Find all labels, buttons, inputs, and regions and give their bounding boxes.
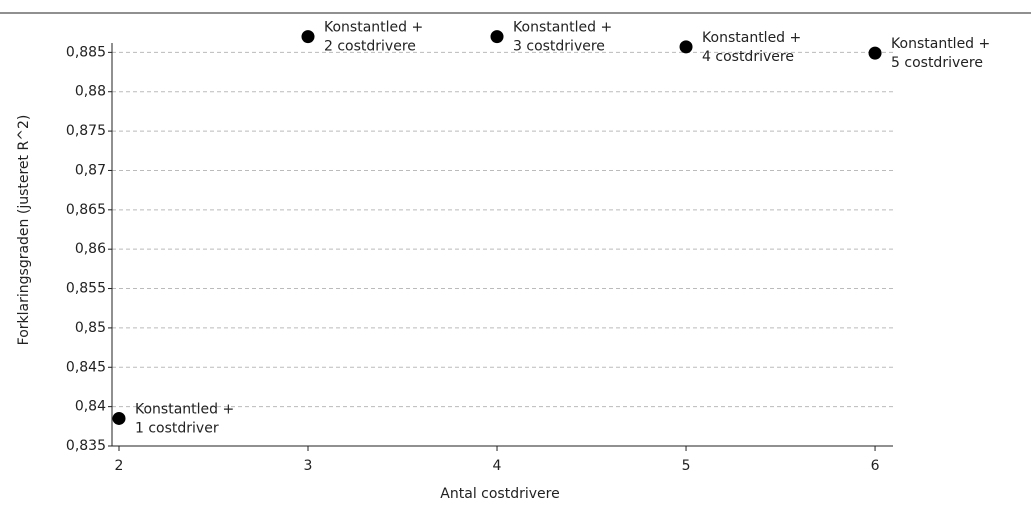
y-tick-label: 0,88 (75, 84, 106, 100)
y-tick-label: 0,865 (66, 202, 106, 218)
point-label: Konstantled + (324, 20, 423, 36)
y-axis-title: Forklaringsgraden (justeret R^2) (16, 115, 32, 346)
y-tick-label: 0,855 (66, 281, 106, 297)
point (868, 46, 882, 60)
y-tick-label: 0,84 (75, 399, 106, 415)
x-axis-title: Antal costdrivere (440, 486, 559, 502)
point (490, 30, 504, 44)
x-tick-label: 3 (304, 458, 313, 474)
point (301, 30, 315, 44)
point-label: Konstantled + (135, 401, 234, 417)
point-label: Konstantled + (513, 20, 612, 36)
point-label: 3 costdrivere (513, 39, 605, 55)
y-tick-label: 0,875 (66, 123, 106, 139)
y-tick-label: 0,845 (66, 359, 106, 375)
y-tick-label: 0,885 (66, 44, 106, 60)
point (679, 40, 693, 54)
x-tick-label: 4 (493, 458, 502, 474)
y-tick-label: 0,87 (75, 162, 106, 178)
x-tick-label: 5 (682, 458, 691, 474)
point-label: 4 costdrivere (702, 49, 794, 65)
x-tick-label: 2 (115, 458, 124, 474)
point (112, 411, 126, 425)
y-tick-label: 0,835 (66, 438, 106, 454)
point-label: 5 costdrivere (891, 55, 983, 71)
point-label: Konstantled + (702, 30, 801, 46)
y-tick-label: 0,85 (75, 320, 106, 336)
point-label: 1 costdriver (135, 420, 219, 436)
point-label: Konstantled + (891, 36, 990, 52)
point-label: 2 costdrivere (324, 39, 416, 55)
y-tick-label: 0,86 (75, 241, 106, 257)
x-tick-label: 6 (871, 458, 880, 474)
